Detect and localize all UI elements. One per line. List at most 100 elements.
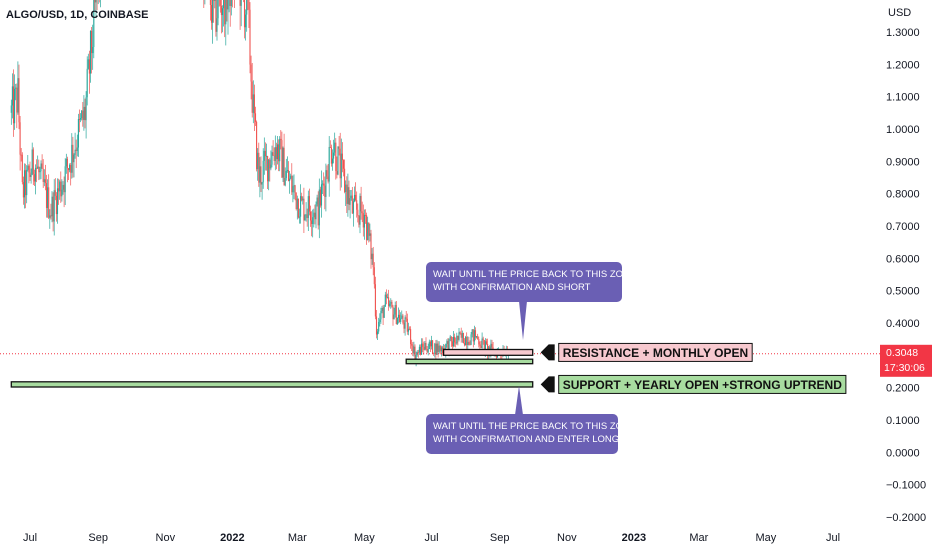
candle-body	[361, 196, 362, 211]
candle-body	[241, 0, 242, 6]
candle-body	[214, 0, 215, 1]
x-tick-label: Nov	[557, 532, 577, 544]
candle-body	[473, 329, 474, 341]
callout-line: WITH CONFIRMATION AND SHORT	[433, 282, 591, 293]
candle-body	[29, 173, 30, 177]
candle-body	[90, 31, 91, 74]
candle-body	[429, 342, 430, 349]
candle-body	[341, 154, 342, 179]
candle-body	[453, 337, 454, 346]
candle-body	[342, 154, 343, 160]
candle-body	[427, 349, 428, 352]
candle-body	[11, 105, 12, 112]
candle-body	[299, 217, 300, 218]
candle-body	[343, 160, 344, 169]
candle-body	[59, 182, 60, 192]
candle-body	[67, 159, 68, 168]
candle-body	[248, 0, 249, 10]
candle-body	[295, 185, 296, 192]
candle-body	[71, 145, 72, 173]
candle-body	[80, 118, 81, 120]
candle-body	[386, 295, 387, 298]
candle-body	[225, 0, 226, 24]
candle-body	[244, 0, 245, 27]
y-tick-label: 1.3000	[886, 27, 920, 39]
x-tick-label: Sep	[490, 532, 510, 544]
candle-body	[322, 184, 323, 185]
candle-body	[26, 170, 27, 195]
candle-body	[258, 153, 259, 183]
candle-body	[277, 144, 278, 159]
candle-body	[410, 329, 411, 344]
candle-body	[408, 329, 409, 332]
x-tick-label: Mar	[689, 532, 708, 544]
candle-body	[210, 0, 211, 5]
candle-body	[46, 183, 47, 208]
candle-body	[281, 140, 282, 177]
candle-body	[249, 10, 250, 65]
x-tick-label: Mar	[288, 532, 307, 544]
candle-body	[401, 316, 402, 319]
candle-body	[366, 215, 367, 240]
candle-body	[400, 319, 401, 322]
candle-body	[383, 308, 384, 318]
candle-body	[31, 175, 32, 177]
candle-body	[430, 342, 431, 347]
candle-body	[356, 200, 357, 210]
candle-body	[279, 139, 280, 161]
candle-body	[380, 311, 381, 319]
candle-body	[433, 353, 434, 354]
candle-body	[334, 143, 335, 153]
candle-body	[275, 147, 276, 161]
candle-body	[468, 342, 469, 345]
candle-body	[439, 346, 440, 352]
candle-body	[374, 267, 375, 284]
candle-body	[391, 302, 392, 307]
candle-body	[402, 316, 403, 323]
candle-body	[319, 190, 320, 226]
candle-body	[385, 295, 386, 307]
candle-body	[413, 347, 414, 354]
candle-body	[335, 143, 336, 171]
candle-body	[55, 190, 56, 196]
candle-body	[245, 15, 246, 28]
candle-body	[471, 334, 472, 344]
candle-body	[253, 94, 254, 112]
candle-body	[375, 284, 376, 316]
candle-body	[367, 222, 368, 240]
candle-body	[70, 165, 71, 173]
candle-body	[226, 0, 227, 9]
y-tick-label: −0.1000	[886, 480, 926, 492]
candle-body	[365, 215, 366, 216]
candle-body	[51, 197, 52, 217]
zone-label-resistance: RESISTANCE + MONTHLY OPEN	[563, 346, 748, 360]
candle-body	[276, 147, 277, 159]
last-price-tag: 0.3048 17:30:06	[880, 345, 932, 377]
candle-body	[474, 330, 475, 341]
candle-body	[50, 215, 51, 216]
candle-body	[12, 86, 13, 105]
candle-body	[252, 82, 253, 113]
candle-body	[23, 182, 24, 197]
candle-body	[345, 185, 346, 192]
candle-body	[25, 170, 26, 195]
candle-body	[418, 352, 419, 353]
candle-body	[267, 156, 268, 181]
candle-body	[270, 165, 271, 169]
zone-label-support: SUPPORT + YEARLY OPEN +STRONG UPTREND	[563, 378, 843, 392]
candle-body	[456, 336, 457, 344]
candle	[296, 192, 297, 210]
candle-body	[392, 307, 393, 319]
candle-body	[273, 152, 274, 155]
candle-body	[358, 216, 359, 225]
candle-body	[292, 186, 293, 192]
candle-body	[84, 107, 85, 120]
candle-body	[21, 155, 22, 156]
candle-body	[395, 305, 396, 315]
candle-body	[72, 145, 73, 162]
candle-body	[377, 331, 378, 334]
candle-body	[40, 163, 41, 171]
candle-body	[224, 0, 225, 24]
candle-body	[93, 0, 94, 47]
